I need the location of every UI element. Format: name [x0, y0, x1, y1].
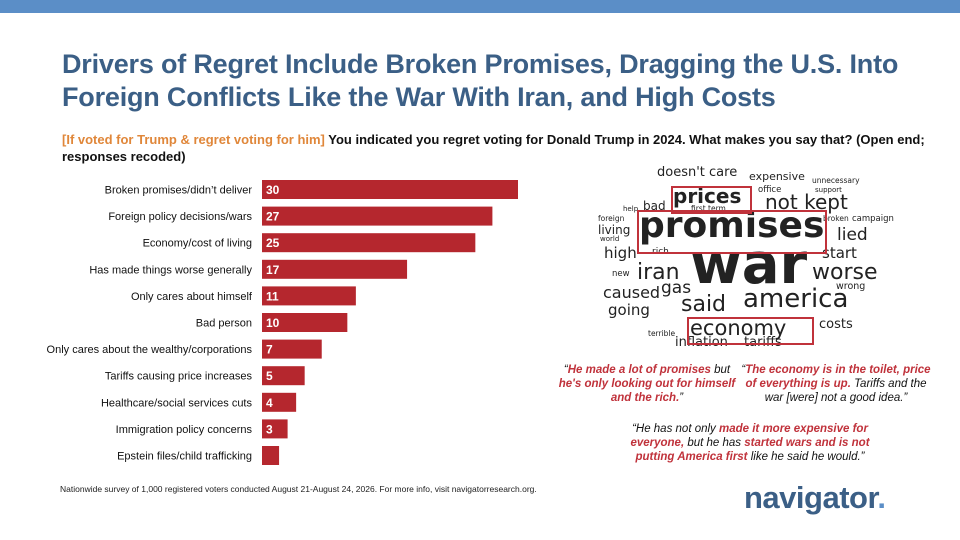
bar-value-label: 7: [266, 343, 273, 357]
quote-3: “He has not only made it more expensive …: [620, 422, 880, 464]
quote-highlight: made it more expensive for everyone,: [630, 423, 868, 449]
category-label: Immigration policy concerns: [116, 424, 253, 436]
category-label: Broken promises/didn’t deliver: [105, 185, 253, 197]
word-cloud-word: economy: [690, 316, 787, 340]
bar: [262, 259, 408, 279]
word-cloud-word: doesn't care: [657, 165, 738, 180]
bar: [262, 392, 297, 412]
footnote: Nationwide survey of 1,000 registered vo…: [60, 484, 537, 494]
page-title: Drivers of Regret Include Broken Promise…: [62, 49, 899, 112]
bar-value-label: 11: [266, 289, 279, 303]
top-accent-bar: [0, 0, 960, 13]
bar: [262, 446, 280, 465]
word-cloud-word: expensive: [749, 170, 805, 183]
quote-highlight: he's only looking out for himself and th…: [558, 378, 736, 404]
bar-value-label: 27: [266, 210, 280, 224]
category-label: Tariffs causing price increases: [105, 371, 253, 383]
category-label: Healthcare/social services cuts: [101, 397, 253, 409]
word-cloud-word: living: [598, 223, 631, 237]
word-cloud-word: support: [815, 186, 842, 194]
survey-question: [If voted for Trump & regret voting for …: [62, 131, 942, 165]
bar-value-label: 3: [266, 422, 273, 436]
category-label: Has made things worse generally: [89, 264, 252, 276]
bar: [262, 313, 348, 332]
word-cloud-word: world: [600, 235, 620, 243]
bar: [262, 366, 305, 386]
word-cloud-word: first term: [691, 204, 726, 213]
word-cloud-word: lied: [837, 225, 868, 245]
highlight-box: [671, 186, 752, 214]
bar: [262, 339, 322, 359]
quote-text: like he said he would.”: [747, 451, 865, 463]
word-cloud-word: terrible: [648, 329, 676, 338]
word-cloud-word: high: [604, 244, 637, 262]
word-cloud-word: tariffs: [744, 335, 782, 350]
quote-highlight: He made a lot of promises: [567, 364, 711, 376]
question-filter: [If voted for Trump & regret voting for …: [62, 132, 325, 147]
navigator-logo: navigator.: [744, 480, 886, 516]
bar-value-label: 30: [266, 183, 280, 197]
bar-value-label: 5: [266, 369, 273, 383]
quote-text: but: [710, 364, 731, 376]
bar: [262, 419, 288, 439]
word-cloud-word: going: [608, 301, 650, 319]
word-cloud-word: new: [612, 269, 630, 279]
quote-text: “: [741, 364, 746, 376]
bar: [262, 233, 476, 253]
word-cloud-word: america: [743, 284, 849, 314]
category-label: Foreign policy decisions/wars: [108, 211, 252, 223]
quote-text: Tariffs and the war [were] not a good id…: [764, 378, 927, 404]
quote-1: “He made a lot of promises but he's only…: [556, 363, 738, 405]
highlight-box: [637, 210, 827, 254]
logo-text: navigator: [744, 480, 878, 515]
word-cloud-word: bad: [643, 199, 666, 213]
word-cloud-word: war: [690, 232, 808, 297]
word-cloud-word: caused: [603, 283, 661, 302]
bar: [262, 180, 518, 199]
bar-chart: Broken promises/didn’t deliver 30 Foreign …: [47, 180, 518, 465]
word-cloud-word: iran: [637, 260, 680, 285]
word-cloud-word: gas: [661, 278, 692, 298]
category-label: Bad person: [196, 318, 252, 330]
word-cloud-word: foreign: [598, 214, 625, 223]
word-cloud-word: worse: [812, 260, 878, 285]
bar-value-label: 25: [266, 236, 280, 250]
word-cloud-word: wrong: [836, 281, 866, 292]
bar-value-label: 17: [266, 263, 280, 277]
quote-text: ”: [679, 392, 684, 404]
category-label: Economy/cost of living: [143, 238, 252, 250]
quote-text: “He has not only: [632, 423, 719, 435]
quote-highlight: started wars and is not putting America …: [635, 437, 870, 463]
word-cloud-word: start: [822, 244, 857, 262]
word-cloud-word: broken: [823, 214, 849, 223]
category-label: Epstein files/child trafficking: [117, 451, 252, 463]
question-text: You indicated you regret voting for Dona…: [62, 132, 925, 164]
category-label: Only cares about the wealthy/corporation…: [47, 344, 253, 356]
quote-highlight: The economy is in the toilet, price of e…: [745, 364, 931, 390]
quote-text: but he has: [684, 437, 745, 449]
word-cloud-word: said: [681, 292, 727, 317]
word-cloud-word: not kept: [765, 190, 848, 214]
bar-value-label: 4: [266, 396, 273, 410]
bar: [262, 286, 356, 306]
highlight-box: [687, 317, 814, 345]
category-label: Only cares about himself: [131, 291, 253, 303]
logo-dot: .: [877, 480, 886, 515]
word-cloud-word: unnecessary: [812, 176, 860, 185]
word-cloud-word: prices: [673, 184, 742, 208]
word-cloud-word: costs: [819, 317, 853, 332]
quote-text: “: [563, 364, 568, 376]
quote-2: “The economy is in the toilet, price of …: [736, 363, 936, 405]
word-cloud-word: campaign: [852, 214, 894, 224]
bar: [262, 206, 493, 226]
word-cloud-word: office: [758, 185, 782, 195]
bar-value-label: 10: [266, 316, 280, 330]
word-cloud-word: help: [623, 205, 639, 213]
